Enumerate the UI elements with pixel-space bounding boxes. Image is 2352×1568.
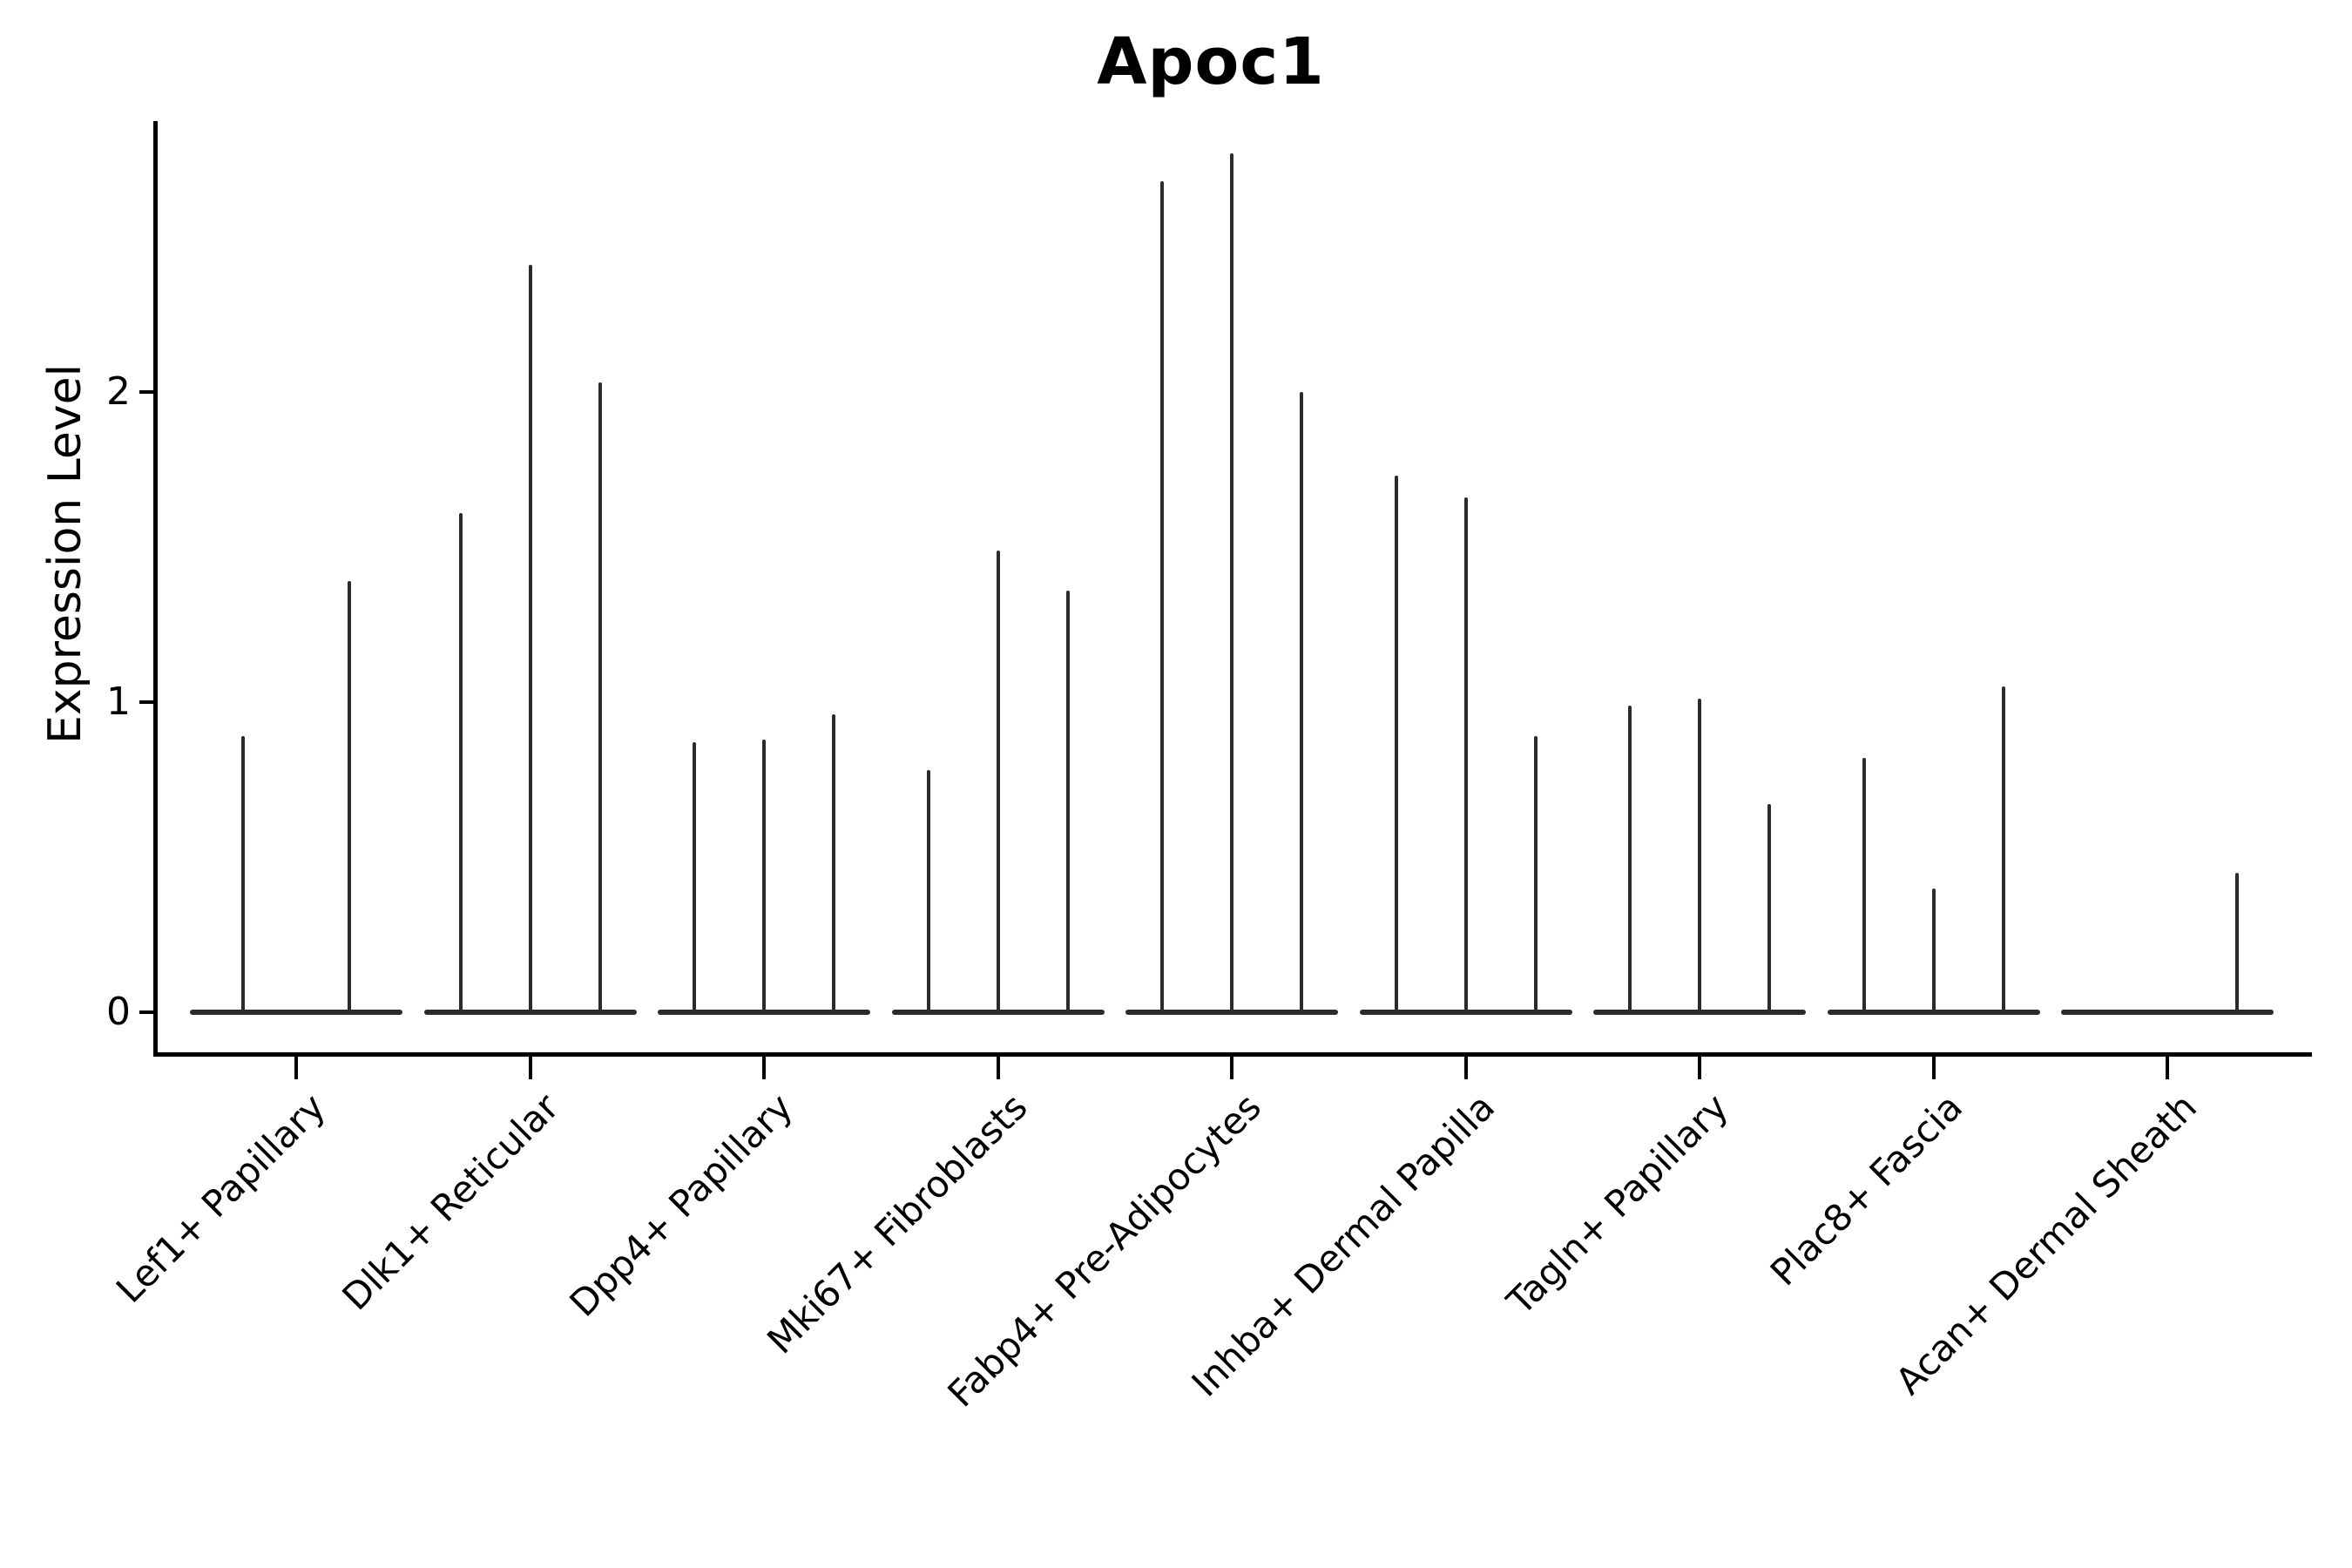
x-tick-mark [528, 1057, 532, 1079]
violin-spike [996, 550, 1000, 1014]
y-tick-mark [139, 1010, 153, 1014]
violin-spike [598, 382, 602, 1014]
x-tick-mark [294, 1057, 298, 1079]
violin-spike [1394, 476, 1398, 1014]
y-tick-label: 1 [106, 679, 131, 724]
violin-baseline [190, 1010, 402, 1015]
violin-baseline [2061, 1010, 2274, 1015]
y-tick-mark [139, 700, 153, 704]
violin-spike [1160, 180, 1164, 1014]
violin-spike [762, 739, 766, 1014]
y-axis-spine [153, 121, 158, 1057]
violin-spike [1463, 497, 1468, 1014]
x-tick-mark [996, 1057, 1000, 1079]
violin-spike [2235, 872, 2239, 1014]
x-axis-spine [153, 1052, 2312, 1057]
x-tick-mark [2166, 1057, 2169, 1079]
x-tick-mark [1463, 1057, 1468, 1079]
x-tick-label-text: Lef1+ Papillary [107, 1085, 334, 1311]
x-tick-label-text: Mki67+ Fibroblasts [758, 1085, 1036, 1362]
violin-spike [1862, 758, 1866, 1014]
violin-spike [693, 742, 696, 1014]
x-tick-label-text: Dpp4+ Papillary [561, 1085, 801, 1325]
y-tick-label: 2 [106, 369, 131, 414]
chart-title: Apoc1 [1097, 24, 1325, 99]
violin-spike [832, 714, 835, 1014]
violin-spike [1533, 736, 1538, 1014]
x-tick-mark [1931, 1057, 1936, 1079]
violin-spike [241, 736, 245, 1014]
violin-spike [2001, 686, 2005, 1014]
violin-spike [1931, 888, 1936, 1014]
violin-spike [1230, 152, 1233, 1014]
violin-spike [1300, 392, 1303, 1014]
violin-spike [1628, 705, 1632, 1014]
x-tick-mark [1698, 1057, 1701, 1079]
violin-spike [1698, 699, 1701, 1014]
violin-spike [1767, 804, 1771, 1014]
x-tick-mark [762, 1057, 766, 1079]
violin-spike [1065, 590, 1070, 1014]
violin-spike [458, 512, 463, 1014]
x-tick-label-text: Dlk1+ Reticular [334, 1085, 568, 1319]
x-tick-label-text: Plac8+ Fascia [1761, 1085, 1971, 1294]
y-tick-label: 0 [106, 990, 131, 1034]
y-axis-label: Expression Level [39, 363, 91, 745]
violin-spike [528, 265, 532, 1014]
x-tick-mark [1230, 1057, 1233, 1079]
y-tick-mark [139, 390, 153, 394]
x-tick-label-text: Tagln+ Papillary [1498, 1085, 1737, 1323]
violin-spike [348, 581, 351, 1014]
violin-spike [926, 770, 930, 1014]
